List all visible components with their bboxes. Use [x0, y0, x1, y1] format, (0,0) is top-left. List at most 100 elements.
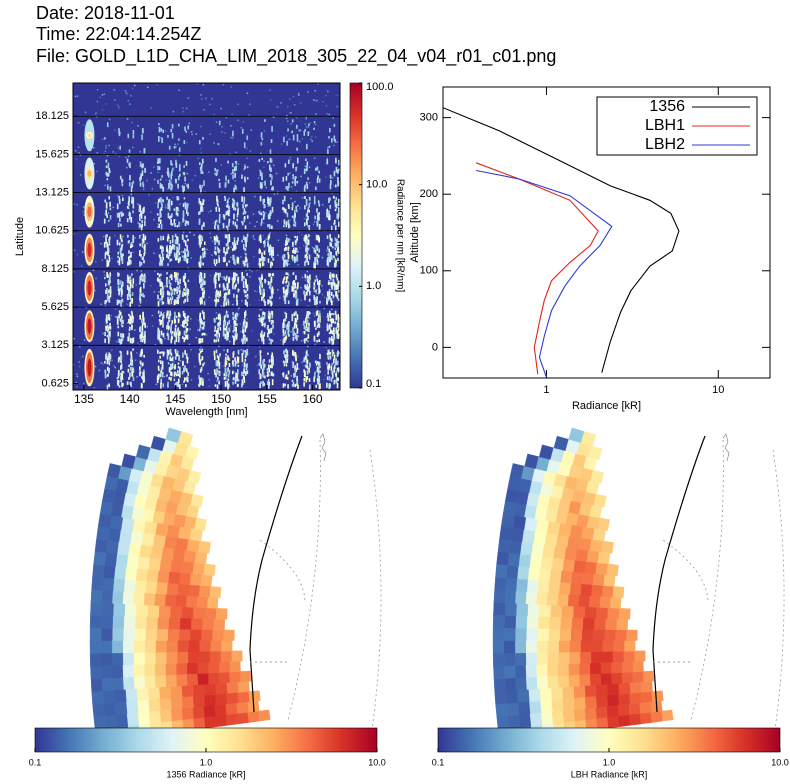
spectrum-pixel: [242, 321, 245, 327]
colorbar-tick-label: 0.1: [432, 757, 445, 767]
spectrum-pixel: [177, 248, 180, 254]
spectrum-pixel: [129, 318, 132, 323]
spectrum-pixel: [168, 207, 171, 211]
spectrum-pixel: [203, 332, 206, 336]
spectrum-pixel: [216, 354, 219, 359]
spectrum-pixel: [308, 123, 310, 127]
spectrum-pixel: [263, 289, 265, 295]
spectrum-pixel: [107, 185, 109, 190]
spectrum-pixel: [187, 221, 190, 226]
noise-pixel: [82, 355, 84, 358]
spectrum-pixel: [127, 286, 130, 291]
noise-pixel: [245, 264, 247, 266]
spectrum-pixel: [268, 224, 271, 229]
spectrum-pixel: [217, 376, 219, 380]
map-cell: [606, 715, 620, 729]
spectrum-pixel: [120, 211, 122, 215]
spectrum-pixel: [316, 259, 319, 262]
spectrum-pixel: [337, 281, 339, 284]
map-cell: [528, 700, 542, 715]
spectrum-pixel: [104, 276, 106, 280]
spectrum-pixel: [286, 140, 288, 146]
spectrum-pixel: [287, 219, 290, 226]
map-cell: [538, 604, 552, 618]
map-cell: [165, 674, 177, 687]
spectrum-pixel: [304, 355, 307, 360]
spectrum-pixel: [235, 334, 237, 340]
noise-pixel: [209, 103, 211, 106]
noise-pixel: [80, 154, 82, 156]
spectrum-pixel: [333, 379, 336, 384]
map-cell: [493, 589, 506, 604]
noise-pixel: [252, 213, 255, 215]
spectrum-pixel: [337, 284, 339, 290]
spectrum-pixel: [306, 375, 309, 381]
map-cell: [175, 662, 188, 675]
noise-pixel: [288, 291, 290, 293]
spectrum-pixel: [243, 333, 245, 337]
spectrum-pixel: [131, 244, 134, 248]
spectrum-pixel: [261, 282, 263, 286]
spectrum-pixel: [173, 300, 176, 306]
spectrum-pixel: [144, 322, 146, 328]
spectrum-pixel: [108, 352, 111, 356]
map-cell: [150, 545, 164, 560]
spectrum-pixel: [199, 297, 202, 301]
grid-dotted: [287, 439, 321, 721]
map-cell: [539, 687, 552, 701]
map-cell: [158, 686, 172, 700]
spectrum-pixel: [313, 372, 316, 379]
spectrum-pixel: [167, 167, 169, 172]
map-cell: [514, 590, 527, 605]
spectrum-pixel: [303, 130, 306, 136]
spectrum-pixel: [244, 310, 247, 317]
noise-pixel: [127, 322, 129, 324]
spectrum-pixel: [244, 355, 247, 359]
map-cell: [595, 706, 608, 719]
spectrum-pixel: [139, 371, 142, 374]
map-cell: [101, 615, 114, 629]
spectrum-pixel: [317, 254, 320, 258]
noise-pixel: [116, 194, 119, 197]
spectrum-pixel: [141, 278, 144, 282]
spectrum-pixel: [244, 278, 247, 285]
noise-pixel: [188, 122, 190, 125]
noise-pixel: [326, 349, 329, 352]
spectrum-pixel: [231, 335, 234, 338]
spectrum-pixel: [242, 212, 245, 215]
spectrum-pixel: [286, 350, 289, 356]
noise-pixel: [302, 331, 304, 333]
spectrum-pixel: [327, 262, 330, 267]
noise-pixel: [312, 99, 315, 101]
spectrum-pixel: [242, 206, 244, 209]
spectrum-pixel: [304, 184, 307, 188]
noise-pixel: [268, 374, 271, 376]
spectrum-pixel: [227, 210, 230, 217]
spectrum-pixel: [309, 274, 311, 281]
spectrum-pixel: [262, 198, 265, 205]
spectrum-pixel: [177, 183, 179, 189]
noise-pixel: [262, 222, 265, 224]
noise-pixel: [105, 144, 107, 147]
map-cell: [181, 561, 194, 574]
spectrum-pixel: [130, 310, 133, 314]
emission-line: [87, 280, 92, 296]
spectrum-pixel: [143, 354, 146, 358]
noise-pixel: [326, 250, 328, 252]
spectrum-pixel: [303, 372, 306, 377]
spectrum-pixel: [177, 281, 179, 286]
spectrum-pixel: [201, 277, 204, 284]
noise-pixel: [94, 365, 97, 368]
spectrum-pixel: [143, 283, 145, 289]
spectrum-pixel: [282, 286, 285, 291]
noise-pixel: [129, 103, 131, 105]
spectrum-pixel: [307, 131, 310, 137]
spectrum-pixel: [174, 311, 176, 317]
grid-dotted: [772, 449, 785, 731]
map-cell: [190, 618, 203, 630]
noise-pixel: [286, 114, 288, 117]
spectrum-pixel: [177, 373, 180, 377]
spectrum-pixel: [159, 219, 162, 225]
spectrum-pixel: [270, 276, 273, 283]
spectrum-pixel: [333, 364, 336, 370]
